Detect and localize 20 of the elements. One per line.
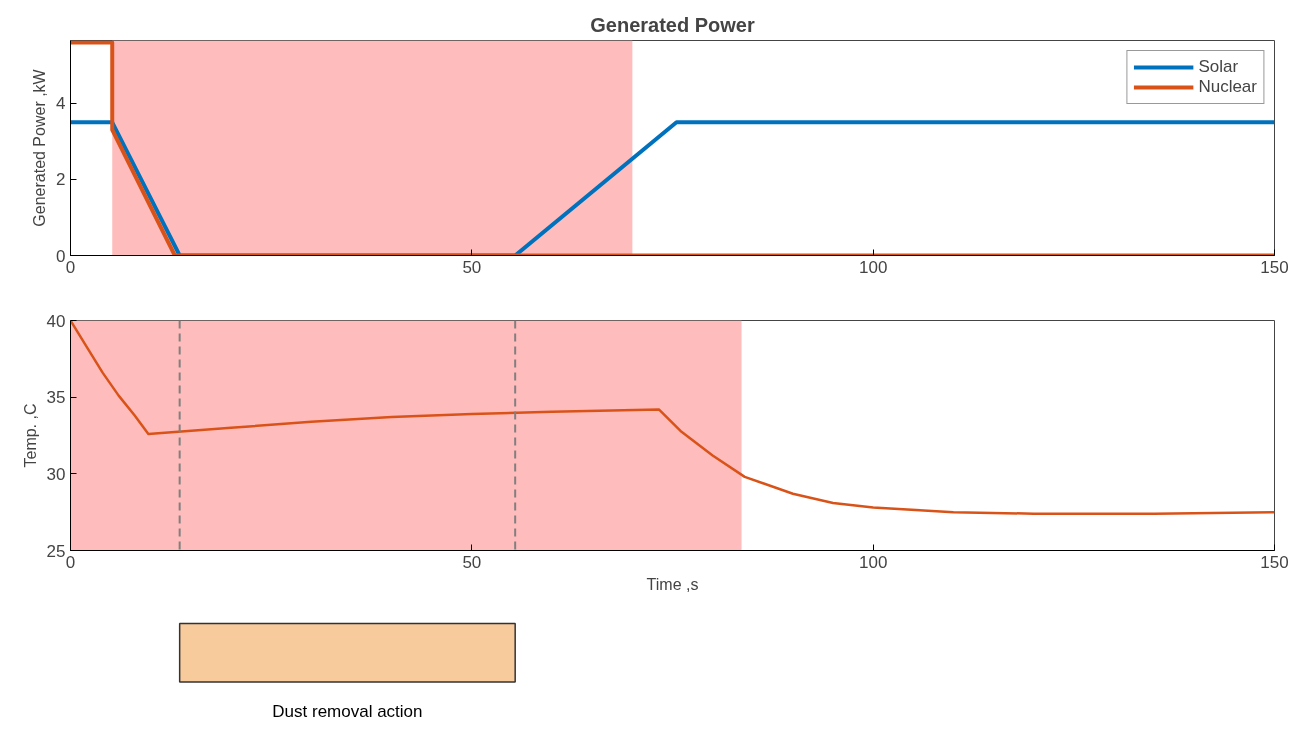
y-tick-label: 4	[56, 94, 66, 114]
y-tick-label: 2	[56, 170, 66, 190]
legend-label: Solar	[1198, 57, 1239, 77]
legend-label: Nuclear	[1198, 77, 1257, 97]
y-axis-title: Generated Power ,kW	[31, 68, 49, 227]
x-axis-title: Time ,s	[646, 575, 699, 593]
y-tick-label: 25	[46, 541, 66, 561]
x-tick-label: 100	[858, 257, 888, 277]
x-tick-label: 150	[1260, 257, 1289, 277]
x-tick-label: 50	[462, 257, 482, 277]
x-tick-label: 50	[462, 552, 482, 572]
line-series	[70, 320, 1275, 515]
chart-title: Generated Power	[590, 13, 755, 36]
x-tick-label: 150	[1260, 552, 1289, 572]
y-axis-title: Temp. ,C	[21, 403, 39, 468]
y-tick-label: 40	[46, 311, 66, 331]
x-tick-label: 100	[858, 552, 888, 572]
text: Dust removal action	[272, 701, 423, 721]
y-tick-label: 35	[46, 388, 66, 408]
y-tick-label: 30	[46, 464, 66, 484]
